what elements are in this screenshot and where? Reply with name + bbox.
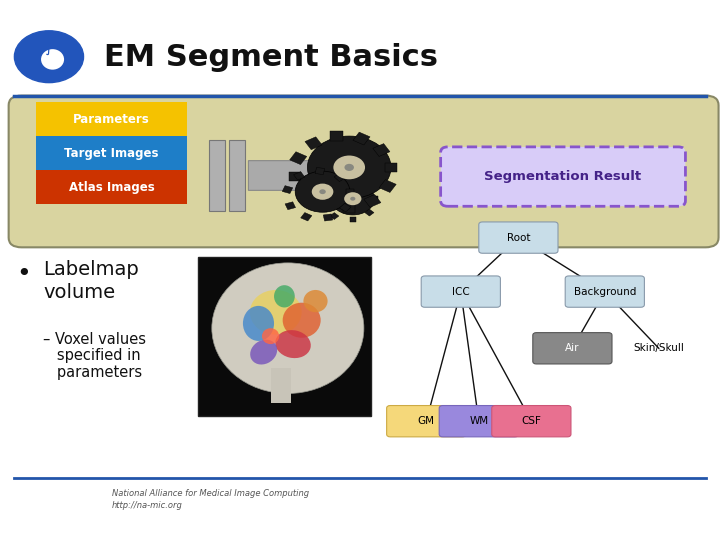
Text: ∫: ∫ [46,45,52,55]
FancyBboxPatch shape [9,96,719,247]
Ellipse shape [262,328,279,344]
Ellipse shape [250,290,302,335]
FancyBboxPatch shape [479,222,558,253]
Text: Skin/Skull: Skin/Skull [634,343,684,353]
Ellipse shape [212,263,364,394]
Bar [350,217,356,222]
Bar [346,188,354,195]
Bar [373,144,390,157]
Circle shape [295,171,350,212]
Bar [305,137,322,150]
Bar [294,172,305,180]
Bar [289,152,307,165]
FancyBboxPatch shape [533,333,612,364]
Text: parameters: parameters [43,364,143,380]
Ellipse shape [283,303,320,338]
Circle shape [307,136,391,199]
FancyBboxPatch shape [492,406,571,437]
Bar [372,196,378,201]
Circle shape [320,189,325,194]
Text: GM: GM [418,416,435,426]
Bar [198,256,371,416]
Text: EM Segment Basics: EM Segment Basics [104,43,438,72]
Circle shape [14,31,84,83]
Text: Target Images: Target Images [64,146,159,160]
Text: Background: Background [574,287,636,296]
Circle shape [312,184,333,200]
Text: Root: Root [507,233,530,242]
FancyBboxPatch shape [387,406,466,437]
Bar [360,183,369,190]
Text: Atlas Images: Atlas Images [68,180,155,194]
Bar [301,213,312,221]
Bar [339,203,351,212]
Text: Air: Air [565,343,580,353]
Circle shape [344,164,354,171]
Bar [334,173,346,181]
FancyBboxPatch shape [565,276,644,307]
Text: Parameters: Parameters [73,112,150,126]
Circle shape [333,156,365,179]
FancyBboxPatch shape [36,102,187,136]
Bar [322,201,328,206]
Bar [315,167,325,174]
Ellipse shape [274,285,294,307]
FancyBboxPatch shape [441,147,685,206]
FancyBboxPatch shape [36,136,187,170]
Text: Labelmap
volume: Labelmap volume [43,260,139,302]
Text: specified in: specified in [43,348,141,363]
FancyBboxPatch shape [421,276,500,307]
FancyBboxPatch shape [36,170,187,204]
Bar [316,199,333,212]
Bar [330,213,339,219]
Ellipse shape [250,340,277,365]
Bar [282,186,293,193]
Bar [209,140,225,211]
Text: National Alliance for Medical Image Computing
http://na-mic.org: National Alliance for Medical Image Comp… [112,489,309,510]
Text: ICC: ICC [452,287,469,296]
Bar [271,368,292,403]
Circle shape [344,192,361,205]
Bar [296,188,313,200]
Bar [343,204,356,213]
Ellipse shape [41,49,64,70]
Bar [289,172,301,181]
Text: WM: WM [469,416,488,426]
Bar [379,180,396,192]
Ellipse shape [243,306,274,341]
FancyArrow shape [248,151,360,200]
Bar [229,140,245,211]
Text: Segmentation Result: Segmentation Result [485,170,642,183]
Bar [323,214,333,221]
FancyBboxPatch shape [439,406,518,437]
Bar [343,180,349,185]
Bar [365,209,374,216]
Ellipse shape [303,290,328,312]
Bar [325,186,334,193]
Bar [353,132,370,145]
Bar [364,194,381,207]
Text: CSF: CSF [521,416,541,426]
Ellipse shape [275,330,311,358]
Bar [330,131,343,141]
Text: – Voxel values: – Voxel values [43,332,146,347]
Circle shape [331,183,374,215]
Text: •: • [16,262,30,286]
Bar [285,202,295,210]
Circle shape [350,197,356,201]
Bar [384,163,397,172]
